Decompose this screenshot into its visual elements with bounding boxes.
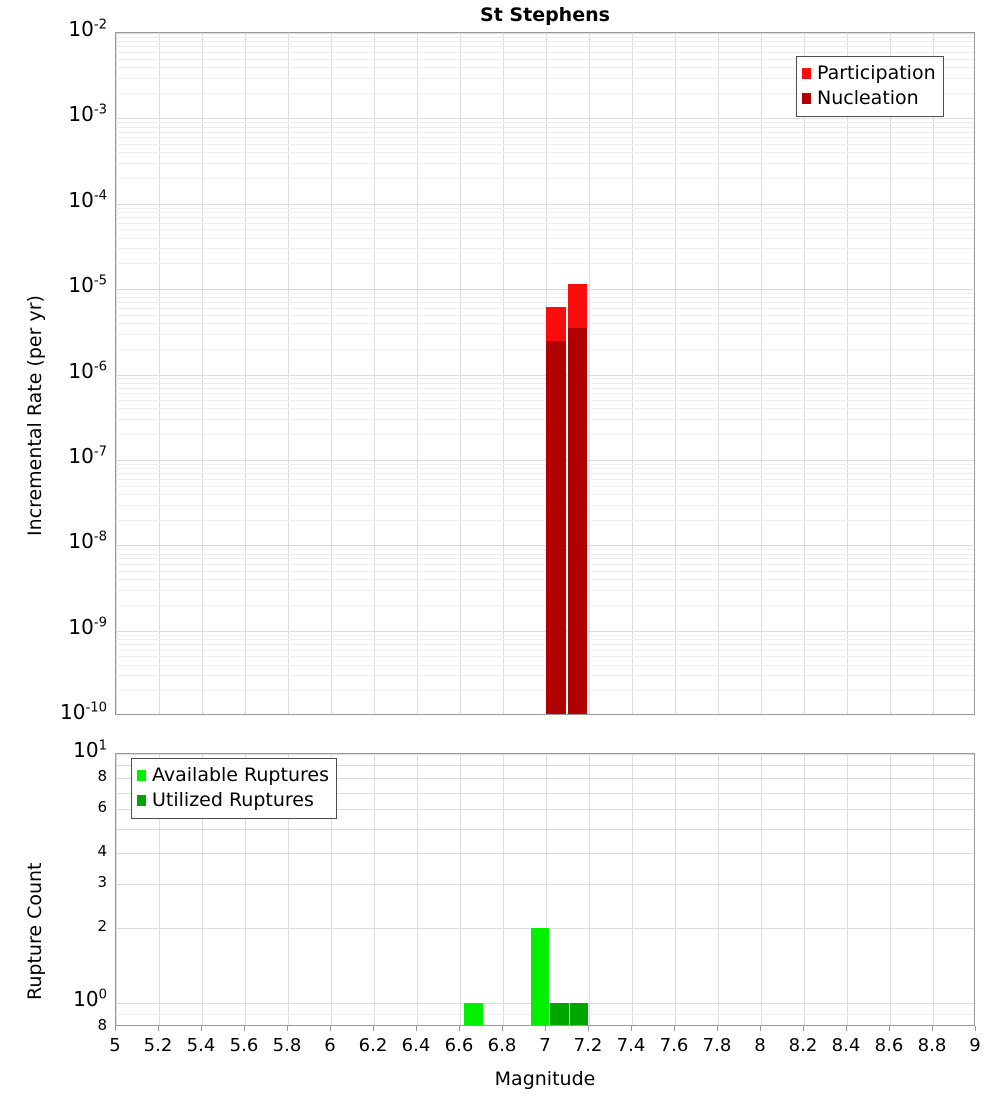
y-tick-label-top: 10-7	[0, 444, 107, 468]
y-tick-label-top: 10-6	[0, 359, 107, 383]
x-tick-mark	[416, 1026, 417, 1031]
x-tick-mark	[244, 1026, 245, 1031]
x-tick-mark	[932, 1026, 933, 1031]
y-axis-label-top: Incremental Rate (per yr)	[24, 295, 46, 536]
legend-swatch-icon	[137, 795, 146, 806]
y-tick-label-top: 10-5	[0, 273, 107, 297]
x-tick-mark	[115, 1026, 116, 1031]
legend-bottom-item[interactable]: Utilized Ruptures	[137, 788, 329, 813]
legend-bottom-item[interactable]: Available Ruptures	[137, 763, 329, 788]
legend-top-item[interactable]: Participation	[802, 61, 936, 86]
x-tick-mark	[201, 1026, 202, 1031]
y-tick-label-top: 10-3	[0, 102, 107, 126]
bars-top	[116, 33, 974, 714]
x-tick-mark	[975, 1026, 976, 1031]
figure: St Stephens Incremental Rate (per yr) Ru…	[0, 0, 1000, 1100]
x-tick-mark	[158, 1026, 159, 1031]
legend-swatch-icon	[137, 770, 146, 781]
y-tick-label-top: 10-4	[0, 188, 107, 212]
bar-available-ruptures	[531, 928, 549, 1025]
x-tick-mark	[760, 1026, 761, 1031]
legend-swatch-icon	[802, 68, 811, 79]
legend-label: Participation	[817, 64, 936, 83]
y-tick-label-bottom: 8	[0, 1016, 107, 1034]
x-tick-mark	[459, 1026, 460, 1031]
y-tick-label-bottom: 4	[0, 842, 107, 860]
page-title: St Stephens	[115, 4, 975, 26]
x-tick-mark	[330, 1026, 331, 1031]
x-tick-mark	[373, 1026, 374, 1031]
legend-top-item[interactable]: Nucleation	[802, 86, 936, 111]
legend-label: Nucleation	[817, 89, 919, 108]
y-tick-label-bottom: 3	[0, 873, 107, 891]
y-tick-label-bottom: 8	[0, 767, 107, 785]
y-tick-label-top: 10-8	[0, 529, 107, 553]
x-tick-mark	[889, 1026, 890, 1031]
x-tick-mark	[803, 1026, 804, 1031]
x-axis-label: Magnitude	[115, 1068, 975, 1090]
y-tick-label-top: 10-9	[0, 615, 107, 639]
incremental-rate-plot	[115, 32, 975, 715]
y-tick-label-bottom: 6	[0, 798, 107, 816]
bar-available-ruptures	[464, 1003, 482, 1025]
legend-swatch-icon	[802, 93, 811, 104]
x-tick-mark	[631, 1026, 632, 1031]
x-tick-mark	[545, 1026, 546, 1031]
x-tick-mark	[502, 1026, 503, 1031]
x-tick-label: 9	[945, 1035, 1000, 1056]
x-tick-mark	[674, 1026, 675, 1031]
x-tick-mark	[287, 1026, 288, 1031]
bar-nucleation	[546, 341, 566, 714]
bar-nucleation	[568, 328, 588, 714]
legend-label: Available Ruptures	[152, 766, 329, 785]
bar-utilized-ruptures	[550, 1003, 568, 1025]
legend-top: Participation Nucleation	[796, 56, 944, 117]
y-tick-label-top: 10-2	[0, 17, 107, 41]
y-tick-label-bottom: 100	[0, 987, 107, 1011]
x-tick-mark	[717, 1026, 718, 1031]
x-tick-mark	[588, 1026, 589, 1031]
y-tick-label-bottom: 2	[0, 917, 107, 935]
y-tick-label-top: 10-10	[0, 700, 107, 724]
legend-label: Utilized Ruptures	[152, 791, 314, 810]
legend-bottom: Available Ruptures Utilized Ruptures	[131, 758, 337, 819]
bar-utilized-ruptures	[570, 1003, 588, 1025]
y-tick-label-bottom: 101	[0, 738, 107, 762]
x-tick-mark	[846, 1026, 847, 1031]
